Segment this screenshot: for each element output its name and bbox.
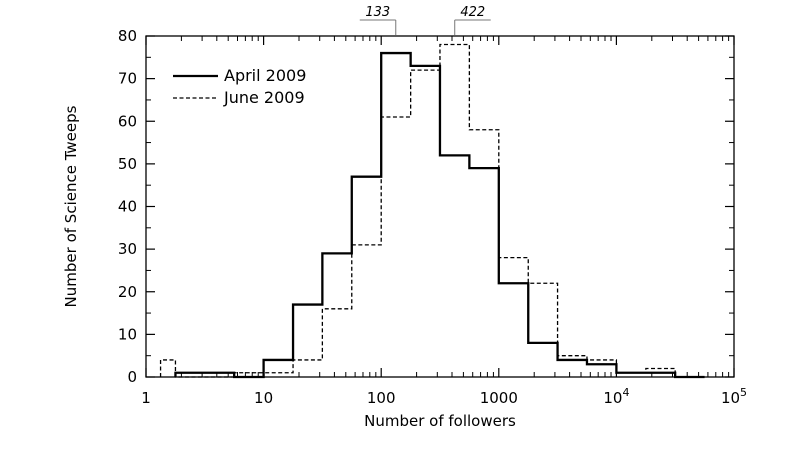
annotation-label: 422 bbox=[460, 5, 485, 20]
annotations-layer: 133 422 bbox=[359, 5, 491, 35]
series-2-line bbox=[159, 43, 676, 378]
x-tick-label: 10 bbox=[254, 389, 273, 407]
x-tick-label: 104 bbox=[603, 386, 629, 407]
y-tick-label: 20 bbox=[118, 283, 137, 301]
x-axis-title: Number of followers bbox=[364, 412, 516, 430]
y-tick-label: 30 bbox=[118, 240, 137, 258]
x-tick-label: 105 bbox=[721, 386, 747, 407]
legend-label: April 2009 bbox=[224, 66, 306, 85]
x-tick-label: 1000 bbox=[480, 389, 518, 407]
y-tick-label: 60 bbox=[118, 112, 137, 130]
annotation-label: 133 bbox=[365, 5, 390, 20]
y-axis-title: Number of Science Tweeps bbox=[62, 105, 80, 307]
legend-label: June 2009 bbox=[223, 88, 305, 107]
y-tick-label: 80 bbox=[118, 27, 137, 45]
y-tick-label: 0 bbox=[127, 368, 137, 386]
legend: April 2009 June 2009 bbox=[173, 66, 306, 107]
y-tick-label: 40 bbox=[118, 198, 137, 216]
series-layer bbox=[159, 43, 705, 379]
y-tick-label: 70 bbox=[118, 70, 137, 88]
y-tick-label: 10 bbox=[118, 325, 137, 343]
x-tick-label: 1 bbox=[141, 389, 151, 407]
y-tick-label: 50 bbox=[118, 155, 137, 173]
x-tick-label: 100 bbox=[367, 389, 396, 407]
ticks-layer: 0 10 20 30 40 50 60 70 80 1 10 100 1000 104 105 bbox=[118, 27, 747, 407]
